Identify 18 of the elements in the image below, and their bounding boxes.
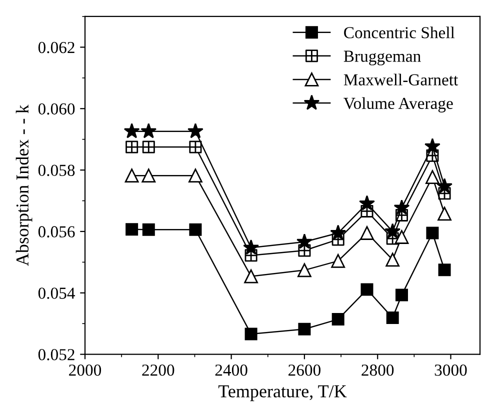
y-tick-label: 0.060 [38, 103, 75, 115]
x-tick-label: 3000 [434, 364, 467, 376]
y-tick-label: 0.056 [38, 226, 75, 238]
y-axis-title: Absorption Index - - k [16, 104, 32, 266]
y-tick-label: 0.052 [38, 349, 74, 360]
x-tick-label: 2000 [69, 364, 102, 376]
y-tick-label: 0.058 [38, 164, 75, 176]
legend-label: Concentric Shell [344, 26, 455, 38]
legend-label: Volume Average [344, 97, 453, 112]
legend-label: Maxwell-Garnett [344, 74, 458, 86]
legend-label: Bruggeman [344, 50, 421, 66]
y-tick-label: 0.062 [38, 42, 74, 54]
y-tick-label: 0.054 [38, 288, 76, 299]
x-axis-title: Temperature, T/K [218, 385, 347, 402]
x-tick-label: 2200 [142, 364, 174, 376]
x-tick-label: 2800 [362, 364, 394, 376]
x-tick-label: 2400 [215, 364, 248, 376]
x-tick-label: 2600 [288, 364, 320, 376]
